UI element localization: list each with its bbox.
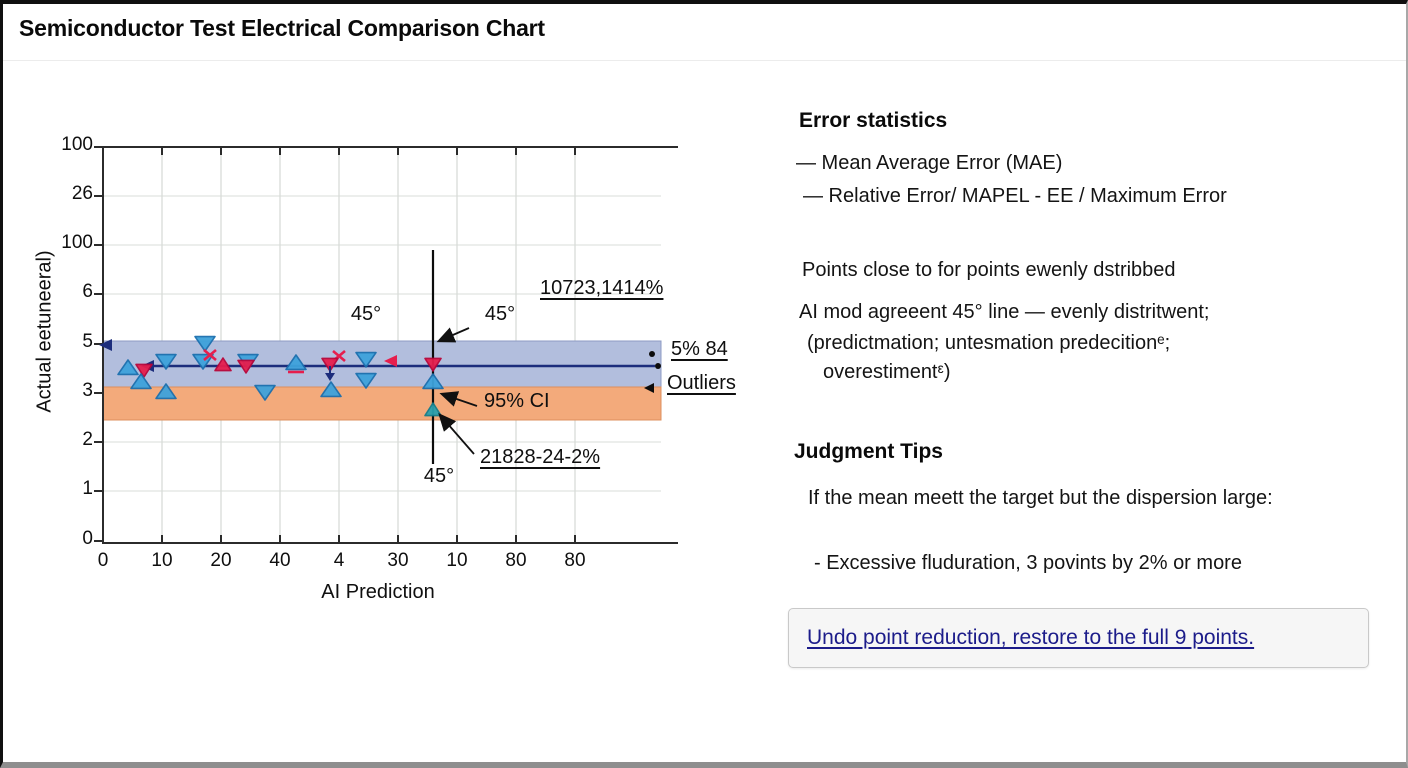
- x-axis-label: AI Prediction: [321, 581, 435, 603]
- note-points-distribution: Points close to for points ewenly dstrib…: [802, 259, 1176, 281]
- undo-link-box: Undo point reduction, restore to the ful…: [788, 608, 1369, 668]
- y-tick-label: 0: [82, 528, 93, 549]
- chart-annotation-pct-band: 5% 84: [671, 338, 728, 360]
- note-agreement-line1: AI mod agreeent 45° line — evenly distri…: [799, 301, 1210, 323]
- y-tick-label: 26: [71, 183, 93, 204]
- x-tick-label: 0: [97, 550, 109, 571]
- chart-annotation-pct-top: 10723,1414%: [540, 277, 664, 299]
- error-statistics-heading: Error statistics: [799, 109, 948, 132]
- chart-annotation-deg45-bottom: 45°: [423, 465, 455, 487]
- note-agreement-line3: overestimentᵋ): [823, 361, 951, 383]
- page-title: Semiconductor Test Electrical Comparison…: [19, 15, 545, 41]
- y-axis-label: Actual eetuneeral): [33, 250, 56, 413]
- chart-annotation-outliers: Outliers: [667, 372, 736, 394]
- x-tick-label: 10: [446, 550, 468, 571]
- x-tick-label: 10: [151, 550, 173, 571]
- x-tick-label: 80: [564, 550, 586, 571]
- judgment-tip-line1: If the mean meett the target but the dis…: [808, 487, 1273, 509]
- chart-annotation-deg45-left: 45°: [350, 303, 382, 325]
- legend-item-relative-error: — Relative Error/ MAPEL - EE / Maximum E…: [803, 185, 1227, 207]
- y-tick-label: 1: [82, 478, 93, 499]
- y-tick-label: 100: [61, 232, 93, 253]
- undo-point-reduction-link[interactable]: Undo point reduction, restore to the ful…: [807, 626, 1255, 649]
- y-tick-label: 3: [82, 380, 93, 401]
- chart-annotation-ci95: 95% CI: [484, 390, 550, 412]
- y-tick-label: 2: [82, 429, 93, 450]
- note-agreement-line2: (predictmation; untesmation predecitionᵉ…: [807, 332, 1171, 354]
- x-tick-label: 40: [269, 550, 291, 571]
- chart-annotation-deg45-right: 45°: [484, 303, 516, 325]
- chart-annotation-pct-bottom: 21828-24-2%: [480, 446, 601, 468]
- y-tick-label: 100: [61, 134, 93, 155]
- x-tick-label: 80: [505, 550, 527, 571]
- judgment-tips-heading: Judgment Tips: [794, 440, 943, 463]
- x-tick-label: 20: [210, 550, 232, 571]
- legend-item-mae: — Mean Average Error (MAE): [796, 152, 1063, 174]
- x-tick-label: 4: [333, 550, 345, 571]
- x-tick-label: 30: [387, 550, 409, 571]
- y-tick-label: 5: [82, 331, 93, 352]
- judgment-tip-line2: - Excessive fluduration, 3 povints by 2%…: [814, 552, 1242, 574]
- y-tick-label: 6: [82, 281, 93, 302]
- title-divider: [3, 60, 1406, 61]
